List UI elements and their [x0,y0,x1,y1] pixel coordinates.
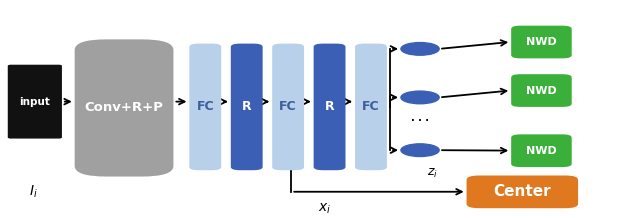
Text: NWD: NWD [526,37,557,47]
Circle shape [401,91,439,104]
Text: · · ·: · · · [411,116,429,126]
FancyBboxPatch shape [314,44,346,170]
Text: $z_i$: $z_i$ [427,167,438,180]
FancyBboxPatch shape [511,134,572,167]
Text: R: R [242,100,252,113]
Circle shape [401,43,439,55]
Text: $\mathit{I}_i$: $\mathit{I}_i$ [29,183,38,199]
FancyBboxPatch shape [511,26,572,58]
Text: FC: FC [362,100,380,113]
Text: Conv+R+P: Conv+R+P [84,101,163,114]
Text: NWD: NWD [526,146,557,156]
FancyBboxPatch shape [467,175,578,208]
Text: $x_i$: $x_i$ [319,201,332,216]
Text: FC: FC [279,100,297,113]
FancyBboxPatch shape [355,44,387,170]
Text: Center: Center [493,184,551,199]
Circle shape [401,144,439,157]
Text: NWD: NWD [526,85,557,95]
FancyBboxPatch shape [231,44,262,170]
Text: input: input [19,97,51,107]
Text: FC: FC [196,100,214,113]
Text: R: R [324,100,334,113]
FancyBboxPatch shape [8,65,62,139]
FancyBboxPatch shape [272,44,304,170]
FancyBboxPatch shape [511,74,572,107]
FancyBboxPatch shape [189,44,221,170]
FancyBboxPatch shape [75,39,173,177]
